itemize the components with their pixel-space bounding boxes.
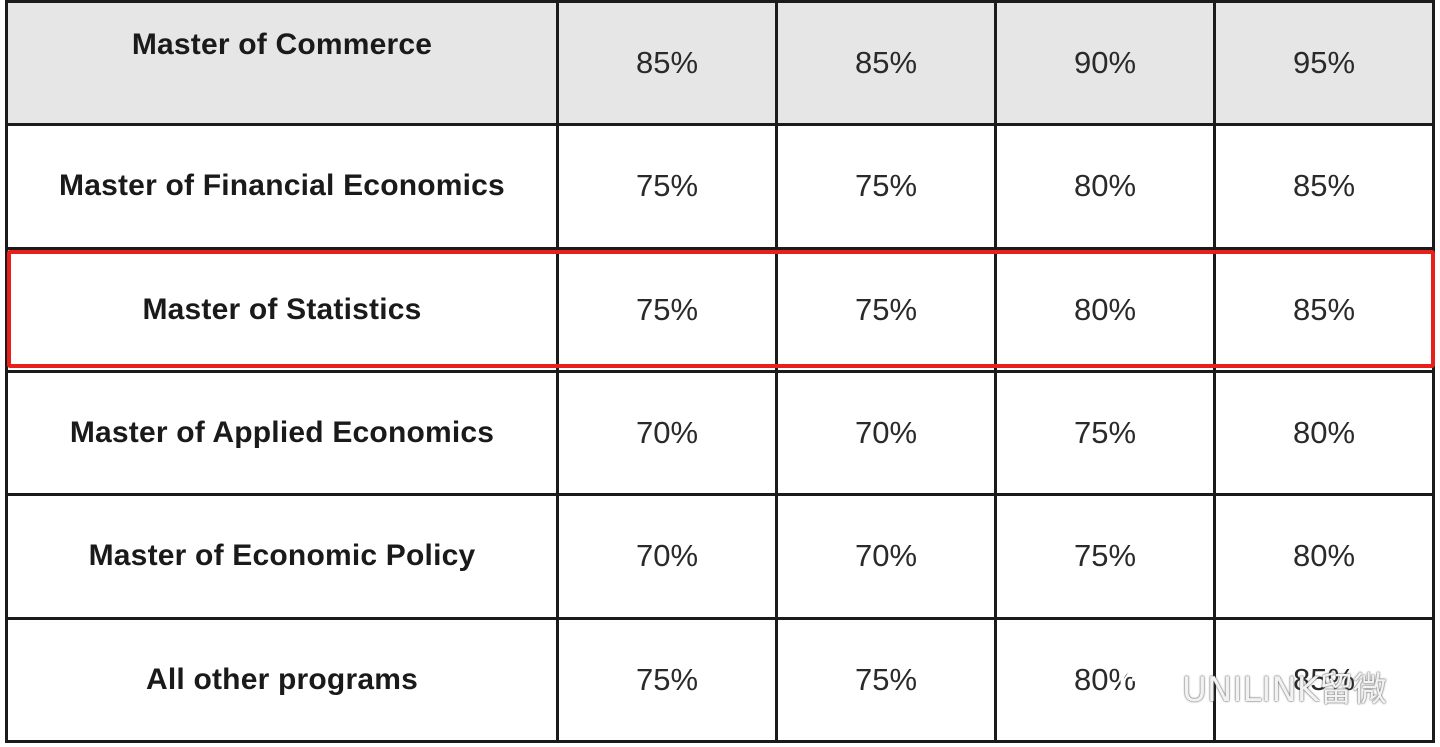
value-cell: 80% <box>994 246 1216 373</box>
value-cell: 95% <box>1213 0 1435 127</box>
value-cell: 75% <box>775 123 997 250</box>
program-name-cell: Master of Financial Economics <box>5 123 559 250</box>
requirements-table-container: Master of Commerce 85% 85% 90% 95% Maste… <box>5 0 1435 744</box>
program-name-cell: All other programs <box>5 616 559 744</box>
value-cell: 70% <box>556 493 778 620</box>
program-name-cell: Master of Applied Economics <box>5 369 559 497</box>
value-cell: 75% <box>775 246 997 373</box>
requirements-table: Master of Commerce 85% 85% 90% 95% Maste… <box>5 0 1435 744</box>
table-row-highlighted: Master of Statistics 75% 75% 80% 85% <box>5 246 1435 373</box>
value-cell: 90% <box>994 0 1216 127</box>
table-row: Master of Applied Economics 70% 70% 75% … <box>5 369 1435 497</box>
value-cell: 85% <box>1213 616 1435 744</box>
value-cell: 85% <box>775 0 997 127</box>
value-cell: 80% <box>994 123 1216 250</box>
value-cell: 75% <box>775 616 997 744</box>
value-cell: 80% <box>1213 493 1435 620</box>
value-cell: 80% <box>994 616 1216 744</box>
table-row: Master of Financial Economics 75% 75% 80… <box>5 123 1435 250</box>
value-cell: 75% <box>556 123 778 250</box>
program-name-cell: Master of Commerce <box>5 0 559 127</box>
value-cell: 75% <box>556 616 778 744</box>
value-cell: 85% <box>556 0 778 127</box>
program-name-cell: Master of Statistics <box>5 246 559 373</box>
program-name: Master of Commerce <box>131 28 433 62</box>
value-cell: 75% <box>994 493 1216 620</box>
value-cell: 75% <box>994 369 1216 497</box>
value-cell: 70% <box>556 369 778 497</box>
value-cell: 70% <box>775 369 997 497</box>
program-name-cell: Master of Economic Policy <box>5 493 559 620</box>
table-row: Master of Commerce 85% 85% 90% 95% <box>5 0 1435 127</box>
table-row: Master of Economic Policy 70% 70% 75% 80… <box>5 493 1435 620</box>
value-cell: 80% <box>1213 369 1435 497</box>
value-cell: 85% <box>1213 123 1435 250</box>
value-cell: 75% <box>556 246 778 373</box>
value-cell: 70% <box>775 493 997 620</box>
table-row: All other programs 75% 75% 80% 85% <box>5 616 1435 744</box>
value-cell: 85% <box>1213 246 1435 373</box>
